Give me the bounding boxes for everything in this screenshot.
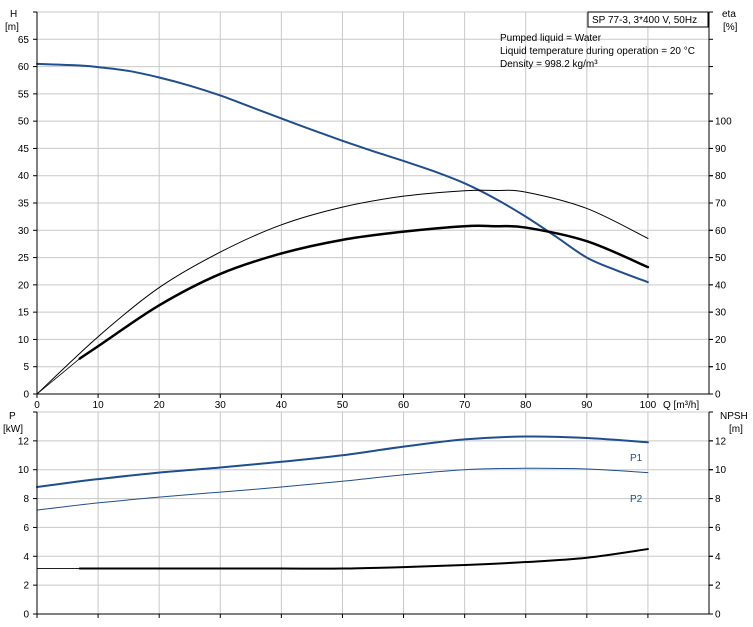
left-tick-label: 60 — [18, 62, 30, 73]
title-box — [587, 11, 709, 28]
right-tick-label: 0 — [715, 390, 721, 401]
left-tick-label: 0 — [23, 390, 29, 401]
x-tick-label: 40 — [276, 400, 288, 411]
right-tick-label: 4 — [715, 552, 721, 563]
left-tick-label: 5 — [23, 362, 29, 373]
left-tick-label: 40 — [18, 171, 30, 182]
left-tick-label: 20 — [18, 280, 30, 291]
right-tick-label: 100 — [715, 117, 732, 128]
x-tick-label: 60 — [398, 400, 410, 411]
chart-series-1-2 — [78, 548, 649, 570]
left-tick-label: 30 — [18, 226, 30, 237]
right-tick-label: 0 — [715, 610, 721, 621]
head-axis-label: H — [10, 9, 17, 20]
npsh-axis-unit: [m] — [729, 424, 743, 435]
power-axis-unit: [kW] — [3, 424, 23, 435]
left-tick-label: 65 — [18, 35, 30, 46]
right-tick-label: 70 — [715, 199, 727, 210]
right-tick-label: 30 — [715, 308, 727, 319]
npsh-axis-label: NPSH — [720, 411, 748, 422]
flow-axis-label: Q [m³/h] — [663, 400, 699, 411]
left-tick-label: 45 — [18, 144, 30, 155]
left-tick-label: 55 — [18, 89, 30, 100]
right-tick-label: 10 — [715, 362, 727, 373]
left-tick-label: 10 — [18, 465, 30, 476]
left-tick-label: 35 — [18, 199, 30, 210]
info-line-density: Density = 998.2 kg/m³ — [500, 59, 598, 70]
right-tick-label: 8 — [715, 494, 721, 505]
x-tick-label: 70 — [459, 400, 471, 411]
top-chart-axes: 0 5 10 15 20 25 30 35 40 45 50 55 60 65 0 10 20 30 40 50 60 7… — [18, 11, 732, 411]
title-box-text: SP 77-3, 3*400 V, 50Hz — [592, 15, 697, 26]
series-label-p2: P2 — [630, 494, 643, 505]
x-tick-label: 50 — [337, 400, 349, 411]
left-tick-label: 8 — [23, 494, 29, 505]
left-tick-label: 25 — [18, 253, 30, 264]
chart-series-0-1 — [36, 189, 649, 395]
info-line-temperature: Liquid temperature during operation = 20… — [500, 46, 695, 57]
left-tick-label: 12 — [18, 436, 30, 447]
right-tick-label: 40 — [715, 280, 727, 291]
bottom-chart-grid — [37, 411, 709, 614]
top-chart-grid — [37, 11, 709, 394]
right-tick-label: 12 — [715, 436, 727, 447]
power-axis-label: P — [9, 411, 16, 422]
right-tick-label: 90 — [715, 144, 727, 155]
x-tick-label: 90 — [581, 400, 593, 411]
eta-axis-unit: [%] — [723, 22, 738, 33]
right-tick-label: 80 — [715, 171, 727, 182]
x-tick-label: 10 — [93, 400, 105, 411]
left-tick-label: 2 — [23, 581, 29, 592]
chart-series-0-2 — [78, 224, 650, 360]
info-line-liquid: Pumped liquid = Water — [500, 33, 602, 44]
right-tick-label: 6 — [715, 523, 721, 534]
head-axis-unit: [m] — [5, 22, 19, 33]
eta-axis-label: eta — [722, 9, 736, 20]
left-tick-label: 0 — [23, 610, 29, 621]
left-tick-label: 15 — [18, 308, 30, 319]
series-label-p1: P1 — [630, 453, 643, 464]
chart-series-0-3 — [36, 358, 81, 395]
x-tick-label: 30 — [215, 400, 227, 411]
x-tick-label: 20 — [154, 400, 166, 411]
right-tick-label: 20 — [715, 335, 727, 346]
right-tick-label: 50 — [715, 253, 727, 264]
bottom-chart-curves — [36, 435, 649, 570]
bottom-chart-axes: 0 2 4 6 8 10 12 0 2 4 6 8 10 12 — [18, 411, 727, 621]
right-tick-label: 60 — [715, 226, 727, 237]
left-tick-label: 50 — [18, 117, 30, 128]
x-tick-label: 0 — [34, 400, 40, 411]
x-tick-label: 100 — [640, 400, 657, 411]
x-tick-label: 80 — [520, 400, 532, 411]
top-chart-curves — [36, 62, 650, 395]
left-tick-label: 6 — [23, 523, 29, 534]
chart-series-1-0 — [36, 435, 649, 489]
left-tick-label: 10 — [18, 335, 30, 346]
right-tick-label: 10 — [715, 465, 727, 476]
right-tick-label: 2 — [715, 581, 721, 592]
chart-series-1-1 — [36, 467, 649, 511]
left-tick-label: 4 — [23, 552, 29, 563]
